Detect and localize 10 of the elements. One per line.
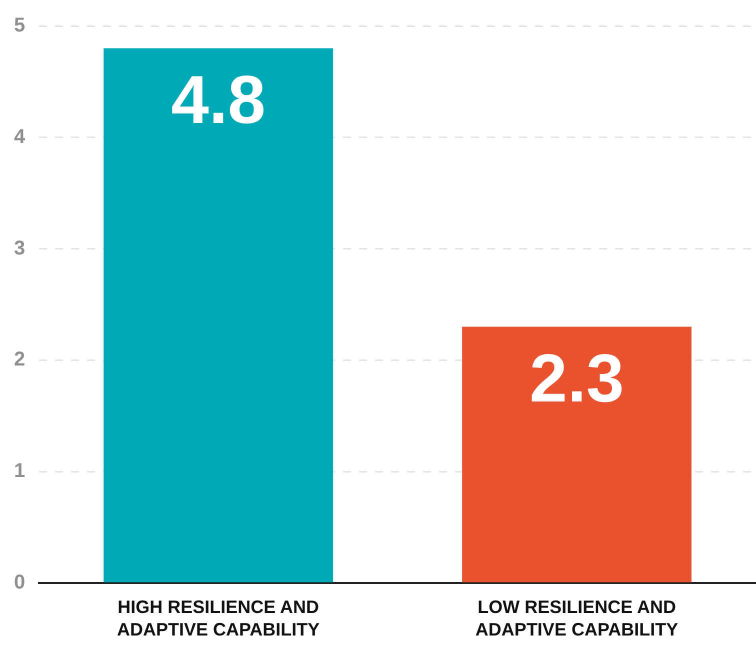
data-label: 4.8 bbox=[171, 62, 266, 138]
y-tick-label: 1 bbox=[14, 460, 26, 482]
y-tick-label: 0 bbox=[14, 572, 26, 594]
y-tick-label: 5 bbox=[14, 14, 26, 37]
y-tick-label: 2 bbox=[14, 348, 26, 371]
x-tick-label: HIGH RESILIENCE AND ADAPTIVE CAPABILITY bbox=[117, 597, 320, 640]
y-tick-label: 4 bbox=[14, 126, 26, 148]
x-tick-label: LOW RESILIENCE AND ADAPTIVE CAPABILITY bbox=[475, 597, 678, 640]
data-label: 2.3 bbox=[530, 340, 624, 417]
y-tick-label: 3 bbox=[14, 237, 26, 260]
